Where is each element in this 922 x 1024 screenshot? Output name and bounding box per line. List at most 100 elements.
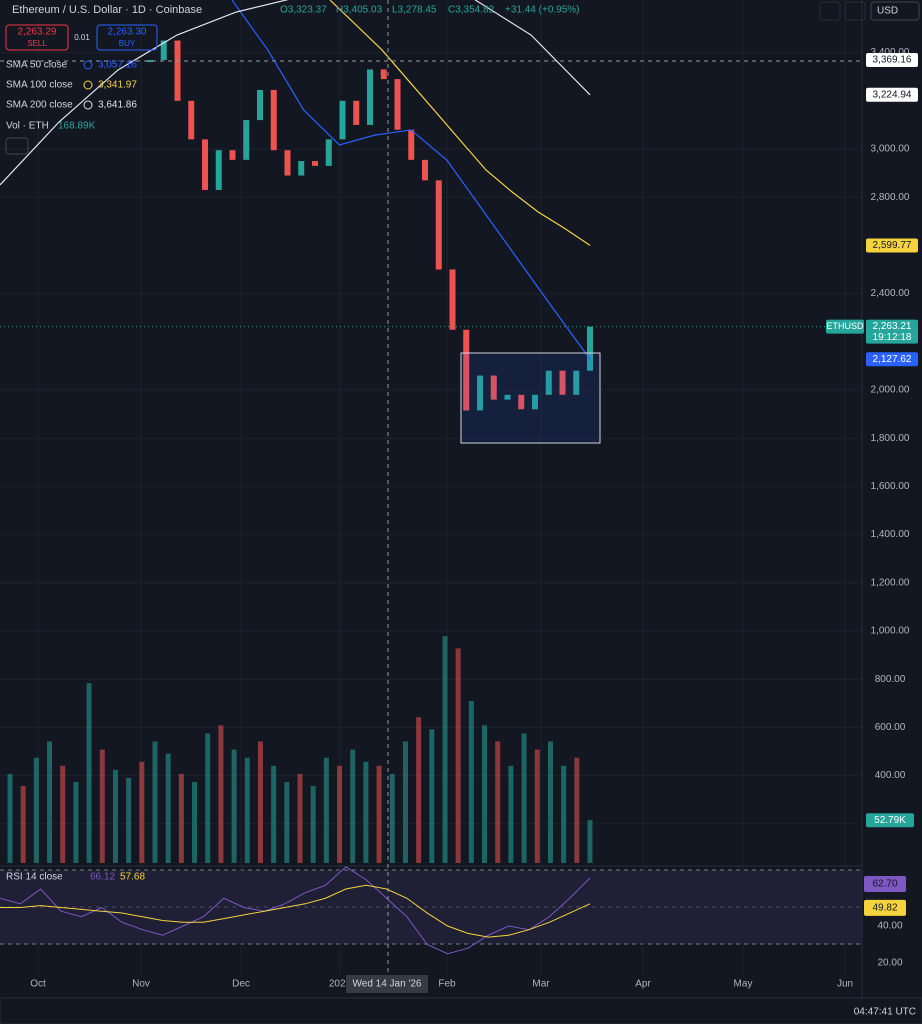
- price-tick-label: 3,400.00: [871, 47, 910, 58]
- sell-label[interactable]: SELL: [27, 39, 47, 48]
- volume-bar: [547, 741, 553, 863]
- candle: [284, 150, 291, 176]
- rsi-value: 66.12: [90, 872, 115, 883]
- candle: [435, 180, 442, 270]
- price-tick-label: 2,800.00: [871, 192, 910, 203]
- time-tick-label: Oct: [30, 979, 46, 990]
- price-badge-label: 3,224.94: [873, 89, 912, 100]
- candle: [229, 150, 236, 160]
- price-badge: [866, 319, 918, 344]
- candle: [147, 60, 153, 63]
- volume-bar: [192, 782, 198, 863]
- volume-bar: [205, 733, 211, 863]
- volume-bar: [350, 749, 356, 863]
- candle: [477, 375, 483, 411]
- candle: [545, 370, 552, 395]
- volume-bar: [257, 741, 263, 863]
- symbol-tag: [826, 319, 864, 334]
- sma-legend-icon: [83, 80, 93, 90]
- candle: [408, 129, 415, 160]
- volume-bar: [33, 757, 39, 863]
- volume-legend-value: 168.89K: [58, 121, 96, 132]
- volume-bar: [468, 701, 474, 863]
- price-badge: [866, 53, 918, 68]
- rsi-tick-label: 40.00: [877, 921, 902, 932]
- sma-line: [0, 0, 591, 186]
- candle: [325, 139, 332, 166]
- volume-bar: [337, 765, 343, 863]
- buy-price[interactable]: 2,263.30: [108, 27, 147, 38]
- volume-bar: [574, 757, 580, 863]
- time-tick-label: Feb: [438, 979, 456, 990]
- rsi-line: [0, 866, 591, 955]
- download-button[interactable]: [819, 1, 841, 21]
- volume-bar: [561, 765, 567, 863]
- price-tick-label: 400.00: [875, 770, 906, 781]
- rsi-tick-label: 20.00: [877, 958, 902, 969]
- price-badge: [866, 87, 918, 102]
- sell-price[interactable]: 2,263.29: [18, 27, 57, 38]
- sma-legend-icon: [83, 100, 93, 110]
- candle: [449, 269, 456, 330]
- volume-bar: [508, 765, 514, 863]
- sma-legend: SMA 100 close: [6, 80, 73, 91]
- fullscreen-button[interactable]: [844, 1, 866, 21]
- price-badge: [866, 352, 918, 367]
- candle: [518, 394, 525, 410]
- currency-select[interactable]: [870, 1, 920, 21]
- volume-bar: [152, 741, 158, 863]
- volume-bar: [73, 782, 79, 863]
- rsi-badge-label: 62.70: [872, 879, 897, 890]
- price-tick-label: 2,000.00: [871, 385, 910, 396]
- collapse-button[interactable]: [5, 137, 29, 155]
- candle: [215, 150, 222, 190]
- sell-button[interactable]: [5, 24, 69, 51]
- volume-bar: [323, 757, 329, 863]
- volume-bar: [310, 786, 316, 863]
- rsi-title: RSI 14 close: [6, 872, 63, 883]
- symbol-tag-label: ETHUSD: [826, 321, 864, 331]
- time-tick-label: 2026: [329, 979, 352, 990]
- spread: 0.01: [74, 33, 90, 42]
- volume-bar: [271, 765, 277, 863]
- volume-bar: [112, 769, 118, 863]
- volume-bar: [521, 733, 527, 863]
- price-tick-label: 800.00: [875, 674, 906, 685]
- price-badge: [866, 238, 918, 253]
- price-tick-label: 1,600.00: [871, 481, 910, 492]
- time-tick-label: Mar: [532, 979, 550, 990]
- sma-legend-value: 3,341.97: [98, 80, 137, 91]
- currency[interactable]: USD: [877, 6, 898, 17]
- price-badge-label: 2,599.77: [873, 240, 912, 251]
- buy-label[interactable]: BUY: [119, 39, 136, 48]
- symbol-title: Ethereum / U.S. Dollar · 1D · Coinbase: [12, 4, 202, 16]
- rsi-ma-line: [0, 884, 591, 938]
- buy-button[interactable]: [96, 24, 158, 51]
- volume-bar: [60, 765, 66, 863]
- sma-line: [231, 0, 591, 360]
- time-tick-label: Nov: [132, 979, 150, 990]
- candle: [257, 89, 263, 121]
- price-tick-label: 1,200.00: [871, 577, 910, 588]
- rsi-pane: [0, 868, 862, 976]
- volume-bar: [218, 725, 224, 863]
- volume-bar: [587, 820, 593, 863]
- price-tick-label: 1,400.00: [871, 529, 910, 540]
- volume-bar: [126, 777, 132, 863]
- time-tick-label: Jun: [837, 979, 853, 990]
- sma-legend-icon: [83, 60, 93, 70]
- time-tick-label: Apr: [635, 979, 651, 990]
- volume-bar: [495, 741, 501, 863]
- candle: [394, 79, 401, 130]
- candle: [532, 394, 538, 410]
- candle: [490, 375, 497, 400]
- volume-badge: [866, 813, 914, 828]
- price-badge-label: 2,127.62: [873, 354, 912, 365]
- volume-bar: [442, 636, 448, 863]
- ohlc-open: O3,323.37: [280, 5, 327, 16]
- volume-legend: Vol · ETH: [6, 121, 49, 132]
- volume-bar: [482, 725, 488, 863]
- candle: [270, 89, 277, 151]
- volume-bar: [376, 765, 382, 863]
- price-tick-label: 1,000.00: [871, 626, 910, 637]
